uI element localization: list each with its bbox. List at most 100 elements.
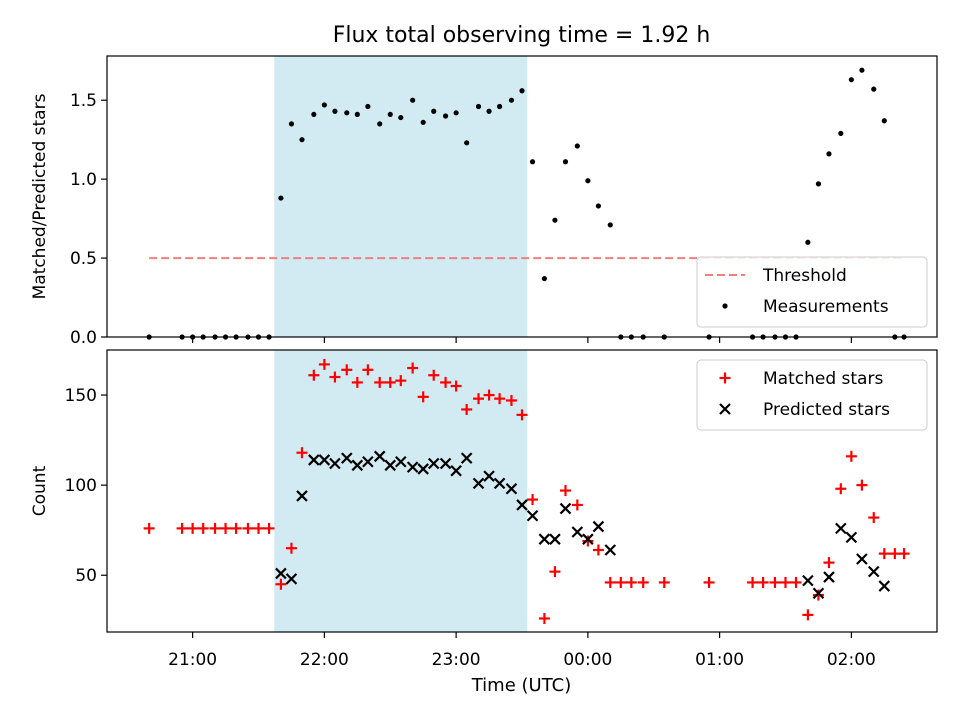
matched-point-24: [428, 369, 440, 381]
predicted-point-0: [275, 567, 287, 580]
matched-point-8: [253, 522, 265, 534]
count-observing-window: [274, 350, 528, 632]
matched-point-10: [275, 578, 287, 590]
count-y-axis-label: Count: [30, 465, 50, 516]
measurement-point-40: [607, 222, 613, 228]
count-ytick-label-1: 100: [65, 476, 97, 496]
matched-point-25: [440, 376, 452, 388]
predicted-point-27: [571, 526, 584, 538]
predicted-point-5-b: [329, 457, 341, 470]
predicted-point-19: [483, 470, 495, 482]
matched-point-37: [571, 499, 583, 511]
predicted-point-11: [395, 455, 407, 468]
ratio-legend: Threshold Measurements: [696, 256, 928, 328]
predicted-point-29: [592, 520, 605, 533]
matched-point-6: [230, 522, 242, 534]
predicted-point-32-b: [812, 587, 825, 600]
measurement-point-31: [508, 97, 515, 103]
predicted-point-31-b: [802, 574, 814, 587]
xtick-label-2: 23:00: [432, 650, 481, 670]
predicted-point-21: [505, 482, 518, 495]
predicted-point-22-b: [516, 499, 528, 511]
predicted-point-31: [802, 574, 814, 587]
measurement-point-56: [859, 67, 865, 73]
matched-point-15: [329, 371, 341, 383]
predicted-point-10-b: [384, 459, 397, 472]
ratio-legend-label-1: Measurements: [763, 297, 889, 317]
predicted-point-37-b: [867, 565, 880, 578]
predicted-point-2: [296, 490, 308, 502]
measurement-point-26: [453, 110, 459, 116]
measurement-point-23: [420, 119, 426, 125]
chart-title: Flux total observing time = 1.92 h: [333, 23, 711, 48]
predicted-point-4-b: [318, 454, 331, 466]
ratio-ytick-label-0: 0.0: [70, 328, 97, 348]
predicted-point-17: [460, 452, 473, 464]
predicted-point-6: [340, 452, 353, 464]
measurement-point-27: [464, 140, 470, 146]
matched-point-20: [384, 376, 396, 388]
predicted-point-33-b: [823, 571, 835, 583]
count-frame: [106, 349, 938, 633]
ratio-ytick-label-1: 0.5: [70, 249, 97, 269]
matched-point-39: [592, 544, 604, 556]
matched-point-48: [769, 576, 781, 588]
matched-point-45: [703, 576, 715, 588]
matched-point-50: [790, 576, 802, 588]
matched-point-23: [417, 391, 429, 403]
measurement-point-33: [529, 159, 536, 165]
predicted-point-16-b: [450, 464, 462, 477]
ratio-legend-box: [696, 256, 928, 328]
predicted-point-26-b: [559, 502, 572, 515]
predicted-point-37: [867, 565, 880, 578]
measurement-point-25: [442, 113, 449, 119]
measurement-point-14: [321, 102, 327, 108]
measurement-point-13: [311, 111, 317, 118]
measurement-point-30: [497, 103, 503, 110]
matched-point-53: [823, 557, 835, 569]
matched-point-57: [868, 512, 880, 524]
predicted-point-25: [549, 533, 561, 545]
ratio-ytick-label-3: 1.5: [70, 91, 97, 111]
matched-point-11: [285, 542, 297, 554]
predicted-point-24-b: [538, 533, 551, 545]
measurement-point-22: [410, 97, 416, 103]
matched-point-33: [527, 494, 539, 506]
x-axis-label: Time (UTC): [471, 675, 572, 696]
matched-point-46: [747, 576, 759, 588]
predicted-point-8-b: [362, 455, 374, 468]
count-legend-swatch-1-b: [719, 403, 731, 415]
matched-point-55: [845, 450, 857, 462]
matched-point-41: [615, 576, 627, 588]
predicted-point-14: [427, 457, 440, 470]
predicted-point-35-b: [845, 531, 858, 544]
matched-point-51: [802, 609, 814, 621]
predicted-point-3: [308, 454, 320, 466]
predicted-point-20: [493, 477, 506, 490]
measurement-point-57: [871, 86, 877, 92]
predicted-point-21-b: [505, 482, 518, 495]
predicted-point-16: [450, 464, 462, 477]
predicted-point-35: [845, 531, 858, 544]
predicted-point-14-b: [427, 457, 440, 470]
predicted-point-7-b: [351, 459, 364, 472]
matched-point-12: [296, 447, 308, 459]
ratio-panel: 0.0 0.5 1.0 1.5 Matched/Predicted stars Thres…: [30, 55, 938, 348]
measurement-point-58: [881, 118, 887, 124]
predicted-point-9-b: [373, 450, 386, 463]
predicted-point-11-b: [395, 455, 407, 468]
predicted-point-12-b: [406, 461, 419, 473]
matched-point-13: [308, 369, 320, 381]
measurement-point-34: [541, 275, 547, 282]
predicted-point-8: [362, 455, 374, 468]
predicted-point-22: [516, 499, 528, 511]
predicted-point-36: [856, 553, 868, 565]
matched-point-34: [538, 612, 550, 624]
predicted-point-36-b: [856, 553, 868, 565]
matched-point-29: [483, 389, 495, 401]
ratio-legend-swatch-1: [722, 303, 728, 309]
matched-point-4: [209, 522, 221, 534]
xtick-label-3: 00:00: [563, 650, 612, 670]
count-ytick-label-0: 50: [75, 566, 97, 586]
predicted-point-26: [559, 502, 572, 515]
